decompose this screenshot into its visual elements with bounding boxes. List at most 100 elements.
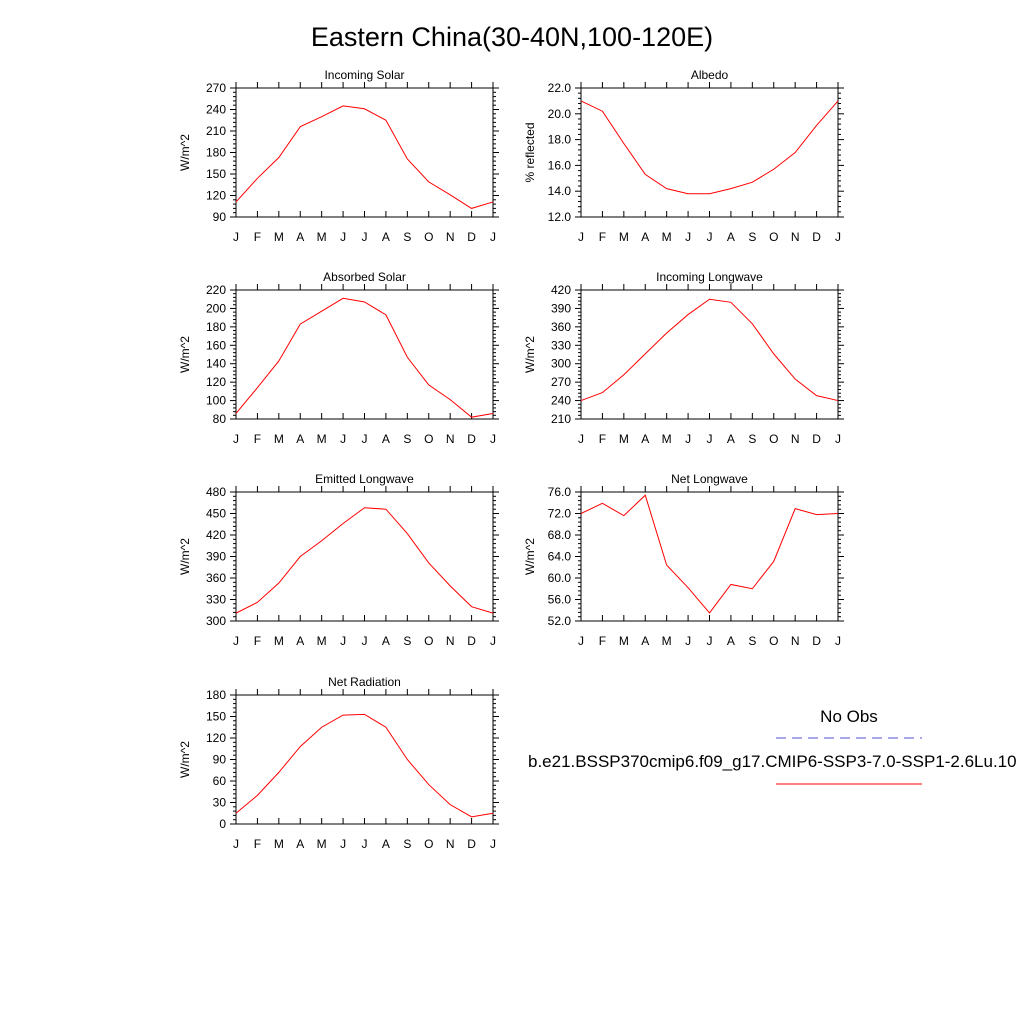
y-tick-label: 100	[206, 394, 226, 408]
x-tick-label: S	[748, 432, 756, 446]
x-tick-label: D	[467, 837, 476, 851]
x-tick-label: D	[812, 432, 821, 446]
x-tick-label: M	[317, 230, 327, 244]
x-tick-label: J	[490, 634, 496, 648]
plot-frame	[235, 289, 494, 420]
y-tick-label: 120	[206, 731, 226, 745]
x-tick-label: F	[599, 432, 606, 446]
panel-title: Incoming Longwave	[656, 270, 763, 284]
x-tick-label: A	[641, 230, 649, 244]
y-axis-label: W/m^2	[178, 134, 192, 171]
series-line	[580, 298, 839, 402]
x-tick-label: M	[619, 634, 629, 648]
x-tick-label: O	[424, 432, 433, 446]
x-tick-label: S	[748, 230, 756, 244]
y-tick-label: 180	[206, 320, 226, 334]
x-tick-label: M	[317, 837, 327, 851]
panel-title: Net Longwave	[671, 472, 748, 486]
x-tick-label: A	[382, 634, 390, 648]
y-tick-label: 90	[213, 753, 227, 767]
series-line	[235, 507, 494, 614]
x-tick-label: N	[791, 230, 800, 244]
x-tick-label: N	[446, 432, 455, 446]
x-tick-label: J	[233, 230, 239, 244]
plot-frame	[580, 87, 839, 218]
x-tick-label: J	[707, 230, 713, 244]
x-tick-label: N	[791, 634, 800, 648]
y-tick-label: 80	[213, 412, 227, 426]
x-tick-label: A	[641, 634, 649, 648]
y-tick-label: 20.0	[548, 107, 572, 121]
y-tick-label: 180	[206, 146, 226, 160]
y-tick-label: 330	[551, 338, 571, 352]
x-tick-label: F	[254, 432, 261, 446]
y-axis-label: W/m^2	[523, 538, 537, 575]
x-tick-label: A	[727, 634, 735, 648]
plot-frame	[580, 289, 839, 420]
y-tick-label: 150	[206, 710, 226, 724]
y-axis-label: W/m^2	[178, 741, 192, 778]
legend-obs-label: No Obs	[820, 707, 878, 726]
x-tick-label: O	[424, 634, 433, 648]
x-tick-label: M	[619, 432, 629, 446]
x-tick-label: J	[578, 634, 584, 648]
x-tick-label: F	[254, 230, 261, 244]
x-tick-label: O	[769, 634, 778, 648]
y-tick-label: 76.0	[548, 485, 572, 499]
x-tick-label: J	[340, 230, 346, 244]
x-tick-label: J	[362, 432, 368, 446]
x-tick-label: M	[662, 432, 672, 446]
x-tick-label: J	[835, 230, 841, 244]
y-tick-label: 30	[213, 796, 227, 810]
y-tick-label: 64.0	[548, 550, 572, 564]
legend-model-label: b.e21.BSSP370cmip6.f09_g17.CMIP6-SSP3-7.…	[528, 752, 1017, 771]
x-tick-label: F	[599, 634, 606, 648]
y-tick-label: 360	[551, 320, 571, 334]
figure-title: Eastern China(30-40N,100-120E)	[311, 22, 713, 52]
x-tick-label: N	[446, 837, 455, 851]
y-axis-label: W/m^2	[523, 336, 537, 373]
x-tick-label: S	[403, 634, 411, 648]
y-tick-label: 240	[551, 394, 571, 408]
x-tick-label: A	[641, 432, 649, 446]
y-tick-label: 200	[206, 301, 226, 315]
x-tick-label: A	[382, 837, 390, 851]
x-tick-label: F	[599, 230, 606, 244]
x-tick-label: M	[662, 230, 672, 244]
x-tick-label: A	[296, 432, 304, 446]
x-tick-label: J	[578, 230, 584, 244]
y-tick-label: 60	[213, 774, 227, 788]
y-tick-label: 120	[206, 189, 226, 203]
y-tick-label: 270	[551, 375, 571, 389]
x-tick-label: J	[685, 432, 691, 446]
x-tick-label: J	[490, 432, 496, 446]
y-axis-label: % reflected	[523, 122, 537, 182]
x-tick-label: A	[382, 432, 390, 446]
x-tick-label: A	[296, 837, 304, 851]
y-tick-label: 90	[213, 210, 227, 224]
x-tick-label: S	[748, 634, 756, 648]
x-tick-label: D	[812, 634, 821, 648]
x-tick-label: M	[274, 230, 284, 244]
x-tick-label: A	[727, 432, 735, 446]
x-tick-label: F	[254, 634, 261, 648]
x-tick-label: J	[362, 837, 368, 851]
y-tick-label: 360	[206, 571, 226, 585]
x-tick-label: O	[424, 230, 433, 244]
x-tick-label: J	[362, 230, 368, 244]
y-tick-label: 72.0	[548, 507, 572, 521]
x-tick-label: A	[727, 230, 735, 244]
y-tick-label: 18.0	[548, 133, 572, 147]
y-tick-label: 160	[206, 338, 226, 352]
x-tick-label: D	[812, 230, 821, 244]
y-tick-label: 220	[206, 283, 226, 297]
y-tick-label: 390	[206, 550, 226, 564]
x-tick-label: J	[340, 634, 346, 648]
y-tick-label: 210	[206, 124, 226, 138]
x-tick-label: D	[467, 634, 476, 648]
